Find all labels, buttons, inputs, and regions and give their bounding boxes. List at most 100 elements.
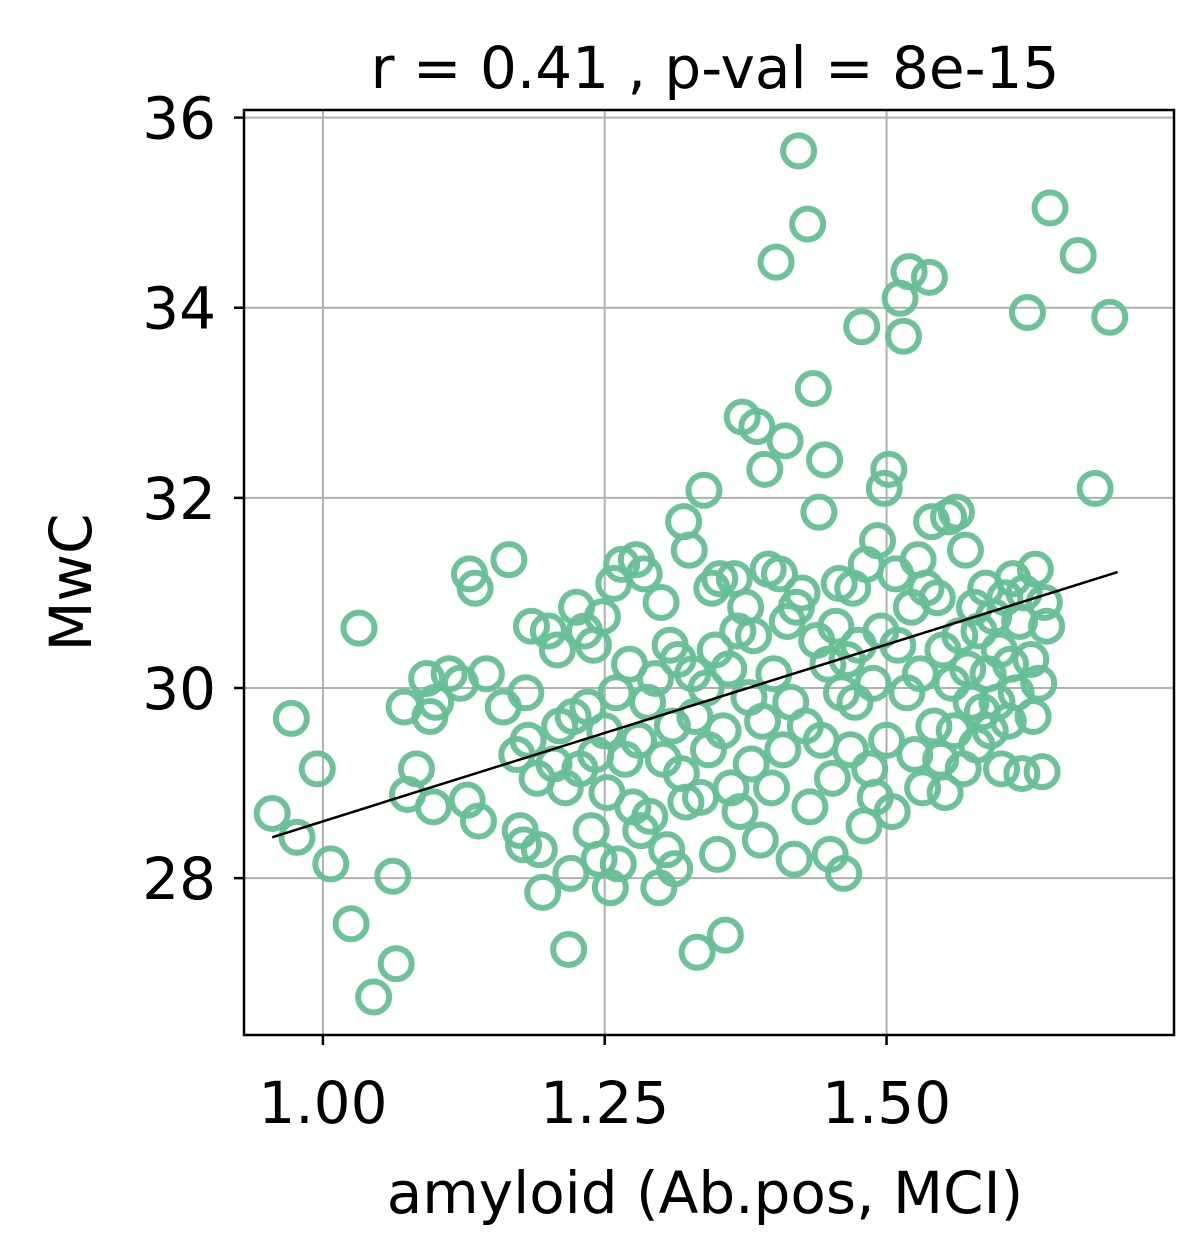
scatter-point	[507, 674, 545, 712]
scatter-point	[757, 243, 795, 281]
y-tick-label: 34	[142, 275, 216, 343]
scatter-point	[744, 702, 782, 740]
scatter-point	[1076, 469, 1114, 507]
y-axis-label: MwC	[37, 514, 105, 652]
scatter-point	[868, 721, 906, 759]
scatter-point	[712, 769, 750, 807]
scatter-point	[1003, 755, 1041, 793]
x-tick-label: 1.00	[258, 1069, 387, 1137]
scatter-point	[505, 826, 543, 864]
scatter-point	[946, 531, 984, 569]
scatter-point	[272, 699, 310, 737]
scatter-point	[642, 583, 680, 621]
scatter-point	[678, 933, 716, 971]
scatter-point	[783, 574, 821, 612]
scatter-point	[456, 569, 494, 607]
scatter-point	[775, 840, 813, 878]
scatter-point	[870, 450, 908, 488]
scatter-point	[648, 831, 686, 869]
scatter-point	[1025, 583, 1063, 621]
scatter-point	[636, 659, 674, 697]
scatter-point	[501, 812, 539, 850]
scatter-point	[825, 854, 863, 892]
scatter-point	[890, 253, 928, 291]
scatter-point	[732, 745, 770, 783]
scatter-point	[766, 422, 804, 460]
scatter-point	[520, 831, 558, 869]
scatter-point	[884, 317, 922, 355]
scatter-point	[278, 818, 316, 856]
scatter-point	[417, 683, 455, 721]
scatter-point	[760, 555, 798, 593]
y-tick-label: 28	[142, 845, 216, 913]
scatter-point	[735, 617, 773, 655]
scatter-point	[670, 531, 708, 569]
scatter-points	[253, 132, 1129, 1016]
axis-ticks: 1.00 1.25 1.50 28 30 32 34 36	[142, 85, 951, 1137]
chart-title: r = 0.41 , p-val = 8e-15	[371, 34, 1060, 102]
scatter-point	[843, 308, 881, 346]
scatter-point	[978, 683, 1016, 721]
x-tick-label: 1.50	[822, 1069, 951, 1137]
scatter-point	[710, 650, 748, 688]
scatter-point	[459, 802, 497, 840]
scatter-point	[1059, 236, 1097, 274]
scatter-point	[377, 945, 415, 983]
scatter-point	[791, 788, 829, 826]
scatter-point	[780, 132, 818, 170]
scatter-point	[806, 441, 844, 479]
scatter-point	[854, 664, 892, 702]
scatter-point	[1014, 698, 1052, 736]
scatter-point	[629, 683, 667, 721]
scatter-point	[753, 769, 791, 807]
scatter-point	[408, 659, 446, 697]
scatter-point	[915, 707, 953, 745]
scatter-point	[1016, 550, 1054, 588]
scatter-point	[896, 736, 934, 774]
scatter-point	[706, 916, 744, 954]
scatter-point	[698, 835, 736, 873]
scatter-point	[764, 731, 802, 769]
scatter-point	[591, 869, 629, 907]
scatter-point	[704, 712, 742, 750]
scatter-point	[741, 821, 779, 859]
scatter-point	[1012, 640, 1050, 678]
scatter-point	[524, 873, 562, 911]
scatter-point	[997, 674, 1035, 712]
scatter-point	[355, 978, 393, 1016]
scatter-point	[859, 522, 897, 560]
scatter-point	[918, 579, 956, 617]
scatter-point	[298, 750, 336, 788]
scatter-point	[490, 541, 528, 579]
scatter-point	[873, 793, 911, 831]
scatter-point	[701, 560, 739, 598]
scatter-point	[809, 645, 847, 683]
scatter-point	[631, 797, 669, 835]
scatter-point	[414, 788, 452, 826]
scatter-point	[586, 712, 624, 750]
scatter-point	[910, 258, 948, 296]
scatter-point	[448, 781, 486, 819]
scatter-point	[937, 493, 975, 531]
scatter-point	[794, 370, 832, 408]
scatter-point	[550, 930, 588, 968]
scatter-point	[340, 609, 378, 647]
scatter-point	[983, 750, 1021, 788]
scatter-point	[656, 850, 694, 888]
scatter-point	[721, 793, 759, 831]
y-tick-label: 30	[142, 655, 216, 723]
scatter-point	[1031, 189, 1069, 227]
scatter-point	[569, 688, 607, 726]
grid	[244, 110, 1174, 1035]
scatter-point	[529, 612, 567, 650]
scatter-point	[693, 569, 731, 607]
scatter-point	[397, 750, 435, 788]
scatter-point	[831, 731, 869, 769]
scatter-point	[253, 794, 291, 832]
scatter-point	[865, 469, 903, 507]
scatter-point	[738, 408, 776, 446]
scatter-point	[599, 845, 637, 883]
x-tick-label: 1.25	[540, 1069, 669, 1137]
